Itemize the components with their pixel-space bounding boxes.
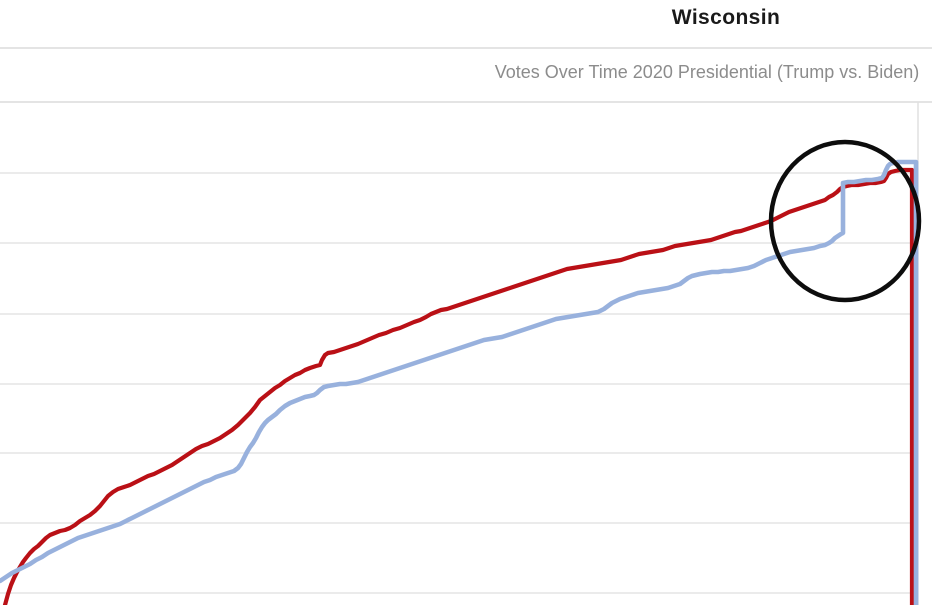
biden-vote-line [0, 159, 919, 605]
trump-vote-line [2, 167, 915, 605]
page-title: Wisconsin [671, 6, 781, 29]
chart-subtitle: Votes Over Time 2020 Presidential (Trump… [494, 62, 920, 82]
highlight-circle-annotation [768, 139, 922, 303]
